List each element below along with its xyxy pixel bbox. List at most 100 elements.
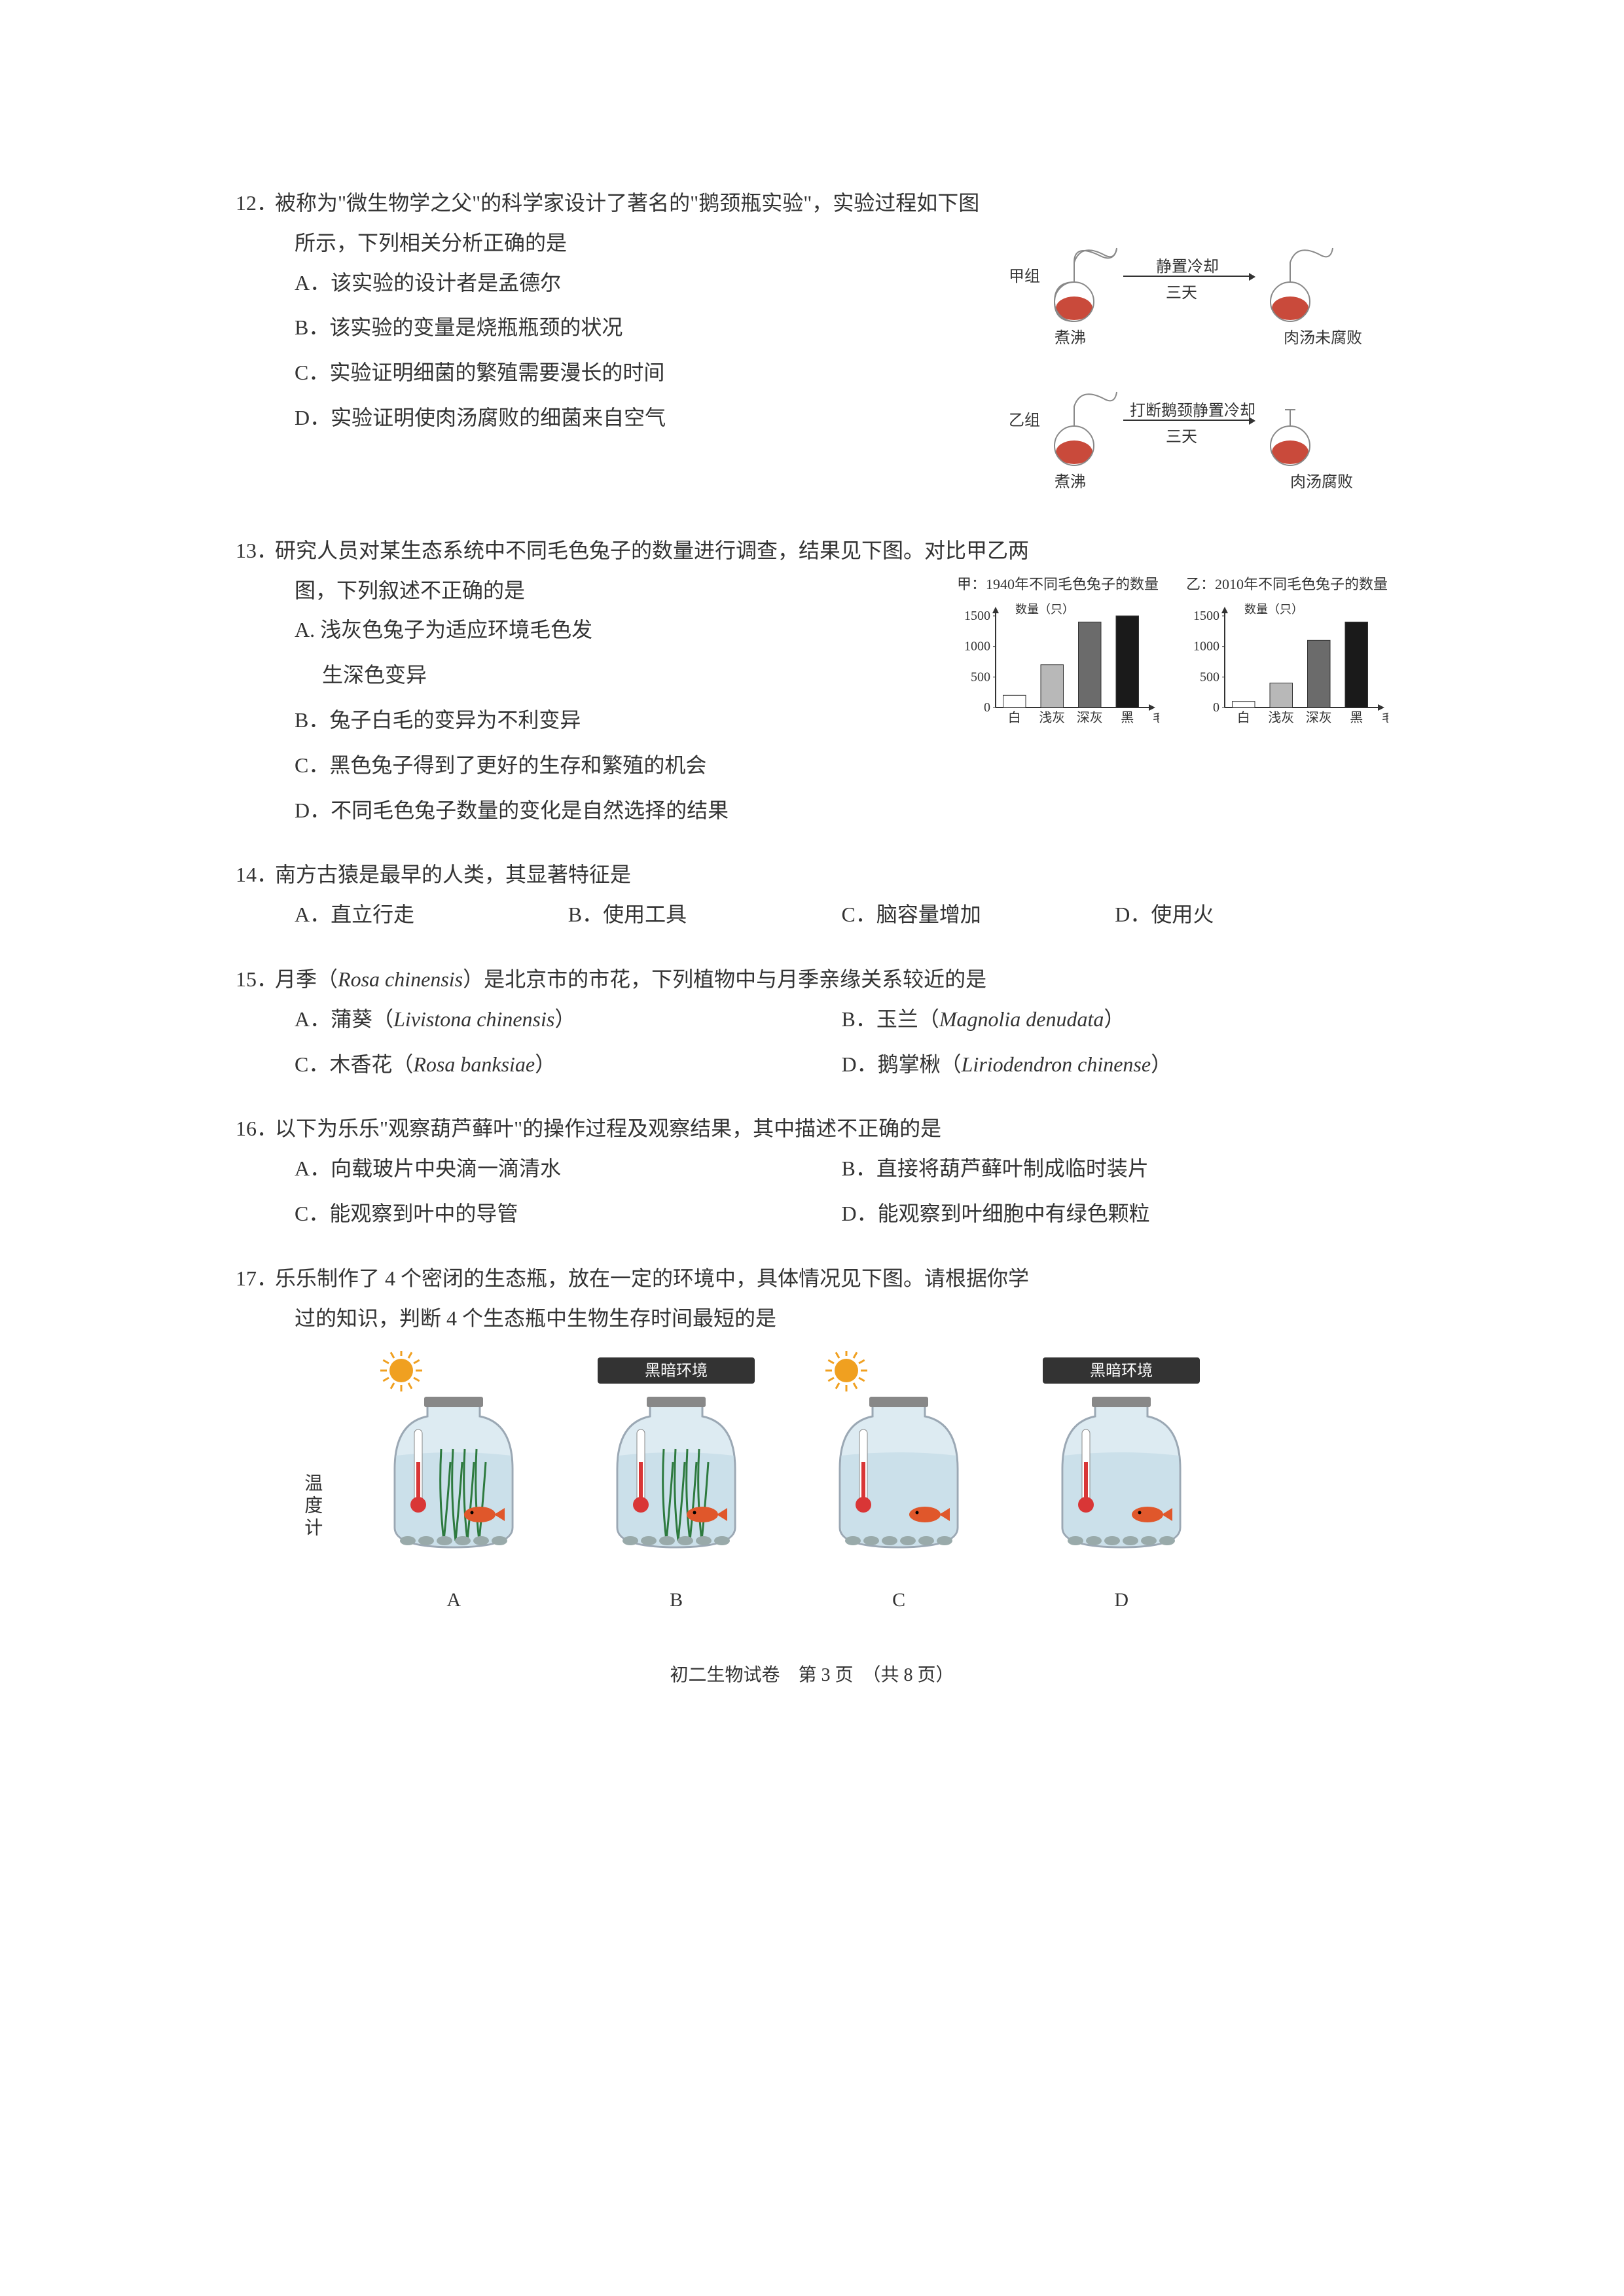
q14-option-d: D．使用火 [1115, 895, 1388, 935]
jar-d: 黑暗环境 D [1036, 1351, 1206, 1619]
question-15: 15．月季（Rosa chinensis）是北京市的市花，下列植物中与月季亲缘关… [236, 960, 1388, 1089]
flask-1b [1257, 236, 1336, 328]
q15-stem-i: Rosa chinensis [338, 967, 463, 991]
q14-num: 14． [236, 855, 275, 895]
svg-text:数量（只）: 数量（只） [1015, 603, 1074, 616]
q15a-i: Livistona chinensis [393, 1007, 554, 1031]
svg-text:数量（只）: 数量（只） [1244, 603, 1303, 616]
svg-text:500: 500 [971, 670, 990, 685]
jars-diagram: 温度计 A 黑暗环境 B C 黑暗环境 D [236, 1351, 1388, 1619]
swan-neck-diagram: 甲组 静置冷却 三天 煮沸 肉汤未腐败 乙组 [1009, 223, 1388, 511]
jar-label-d: D [1036, 1581, 1206, 1619]
svg-text:毛色: 毛色 [1153, 711, 1159, 725]
q17-stem-line1: 乐乐制作了 4 个密闭的生态瓶，放在一定的环境中，具体情况见下图。请根据你学 [275, 1266, 1029, 1290]
svg-text:白: 白 [1237, 710, 1250, 725]
svg-text:1000: 1000 [964, 639, 990, 654]
q15-option-c: C．木香花（Rosa banksiae） [295, 1045, 842, 1085]
q15-option-b: B．玉兰（Magnolia denudata） [842, 999, 1389, 1039]
q12-stem-line1: 被称为"微生物学之父"的科学家设计了著名的"鹅颈瓶实验"，实验过程如下图 [275, 191, 979, 215]
q15-num: 15． [236, 960, 275, 999]
q14-options: A．直立行走 B．使用工具 C．脑容量增加 D．使用火 [236, 895, 1388, 940]
svg-text:1500: 1500 [964, 609, 990, 623]
q16-option-a: A．向载玻片中央滴一滴清水 [295, 1149, 842, 1189]
cool2-text: 打断鹅颈静置冷却 [1130, 397, 1255, 427]
q14-option-c: C．脑容量增加 [842, 895, 1115, 935]
jar-a: A [369, 1351, 539, 1619]
group1-label: 甲组 [1009, 262, 1040, 293]
cool1-text: 静置冷却 [1156, 253, 1219, 283]
flask-2a [1041, 380, 1120, 472]
q16-option-c: C．能观察到叶中的导管 [295, 1194, 842, 1234]
group2-label: 乙组 [1009, 406, 1040, 437]
svg-text:浅灰: 浅灰 [1039, 710, 1065, 725]
svg-text:黑暗环境: 黑暗环境 [1090, 1362, 1153, 1380]
result1-text: 肉汤未腐败 [1284, 324, 1362, 354]
q17-num: 17． [236, 1259, 275, 1299]
jar-b: 黑暗环境 B [591, 1351, 761, 1619]
q12-num: 12． [236, 183, 275, 223]
result2-text: 肉汤腐败 [1290, 468, 1353, 498]
boil2-text: 煮沸 [1055, 468, 1086, 498]
flask-row-1: 甲组 静置冷却 三天 煮沸 肉汤未腐败 [1009, 223, 1388, 354]
svg-text:黑: 黑 [1350, 711, 1363, 725]
flask-1a [1041, 236, 1120, 328]
question-14: 14．南方古猿是最早的人类，其显著特征是 A．直立行走 B．使用工具 C．脑容量… [236, 855, 1388, 940]
svg-text:500: 500 [1200, 670, 1219, 685]
q15d-1: D．鹅掌楸（ [842, 1052, 962, 1076]
svg-text:浅灰: 浅灰 [1268, 710, 1294, 725]
svg-text:黑: 黑 [1121, 711, 1134, 725]
q16-options: A．向载玻片中央滴一滴清水 B．直接将葫芦藓叶制成临时装片 C．能观察到叶中的导… [236, 1149, 1388, 1239]
q13-option-d: D．不同毛色兔子数量的变化是自然选择的结果 [295, 791, 1388, 831]
q15-option-d: D．鹅掌楸（Liriodendron chinense） [842, 1045, 1389, 1085]
chart-1940: 甲：1940年不同毛色兔子的数量 数量（只） 0 500 1000 1500 白 浅灰深灰 黑… [956, 571, 1159, 734]
svg-text:白: 白 [1008, 710, 1021, 725]
days2-text: 三天 [1166, 423, 1197, 453]
rabbit-charts: 甲：1940年不同毛色兔子的数量 数量（只）050010001500白浅灰深灰黑… [956, 571, 1388, 734]
q14-option-b: B．使用工具 [568, 895, 842, 935]
jar-label-c: C [814, 1581, 984, 1619]
q15d-2: ） [1151, 1052, 1172, 1076]
days1-text: 三天 [1166, 279, 1197, 309]
q14-stem: 南方古猿是最早的人类，其显著特征是 [275, 863, 631, 886]
jar-label-a: A [369, 1581, 539, 1619]
jar-c: C [814, 1351, 984, 1619]
q15c-2: ） [535, 1052, 556, 1076]
q15c-1: C．木香花（ [295, 1052, 413, 1076]
flask-row-2: 乙组 打断鹅颈静置冷却 三天 煮沸 肉汤腐败 [1009, 367, 1388, 498]
page-footer: 初二生物试卷 第 3 页 （共 8 页） [236, 1658, 1388, 1693]
q13-num: 13． [236, 531, 275, 571]
q15-stem-2: ）是北京市的市花，下列植物中与月季亲缘关系较近的是 [463, 967, 986, 991]
q15a-2: ） [554, 1007, 575, 1031]
svg-text:1500: 1500 [1193, 609, 1219, 623]
question-13: 13．研究人员对某生态系统中不同毛色兔子的数量进行调查，结果见下图。对比甲乙两 … [236, 531, 1388, 836]
boil1-text: 煮沸 [1055, 324, 1086, 354]
q16-option-b: B．直接将葫芦藓叶制成临时装片 [842, 1149, 1389, 1189]
svg-text:深灰: 深灰 [1306, 710, 1332, 725]
question-17: 17．乐乐制作了 4 个密闭的生态瓶，放在一定的环境中，具体情况见下图。请根据你… [236, 1259, 1388, 1619]
question-12: 12．被称为"微生物学之父"的科学家设计了著名的"鹅颈瓶实验"，实验过程如下图 … [236, 183, 1388, 511]
q15-options: A．蒲葵（Livistona chinensis） B．玉兰（Magnolia … [236, 999, 1388, 1090]
svg-text:0: 0 [984, 700, 990, 715]
q16-stem: 以下为乐乐"观察葫芦藓叶"的操作过程及观察结果，其中描述不正确的是 [275, 1117, 941, 1140]
q15b-i: Magnolia denudata [939, 1007, 1104, 1031]
q14-option-a: A．直立行走 [295, 895, 568, 935]
temp-label: 温度计 [295, 1473, 329, 1540]
q15d-i: Liriodendron chinense [962, 1052, 1151, 1076]
q15b-2: ） [1104, 1007, 1125, 1031]
q15b-1: B．玉兰（ [842, 1007, 939, 1031]
q16-num: 16． [236, 1109, 275, 1149]
jar-label-b: B [591, 1581, 761, 1619]
q15a-1: A．蒲葵（ [295, 1007, 393, 1031]
q15c-i: Rosa banksiae [413, 1052, 535, 1076]
svg-text:深灰: 深灰 [1077, 710, 1103, 725]
chart1-title: 甲：1940年不同毛色兔子的数量 [956, 571, 1159, 598]
svg-text:1000: 1000 [1193, 639, 1219, 654]
q13-option-c: C．黑色兔子得到了更好的生存和繁殖的机会 [295, 745, 1388, 785]
flask-2b [1257, 380, 1336, 472]
chart-2010: 乙：2010年不同毛色兔子的数量 数量（只）050010001500白浅灰深灰黑… [1185, 571, 1388, 734]
chart2-title: 乙：2010年不同毛色兔子的数量 [1185, 571, 1388, 598]
chart2-svg: 数量（只）050010001500白浅灰深灰黑毛色 [1185, 603, 1388, 734]
svg-text:黑暗环境: 黑暗环境 [645, 1362, 708, 1380]
q15-option-a: A．蒲葵（Livistona chinensis） [295, 999, 842, 1039]
q15-stem-1: 月季（ [275, 967, 338, 991]
